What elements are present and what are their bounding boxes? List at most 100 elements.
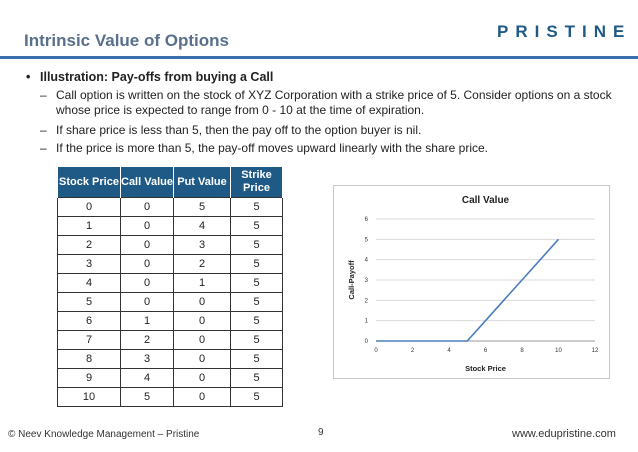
footer-website: www.edupristine.com: [512, 428, 616, 440]
table-cell: 0: [120, 254, 174, 274]
x-tick-label: 4: [447, 348, 451, 354]
table-cell: 5: [230, 292, 283, 312]
table-cell: 8: [57, 349, 121, 369]
table-cell: 0: [173, 387, 231, 407]
table-cell: 10: [57, 387, 121, 407]
y-tick-label: 4: [365, 258, 369, 264]
dash-icon: –: [40, 88, 47, 102]
table-cell: 1: [120, 311, 174, 331]
title-divider: [0, 56, 638, 59]
page-number: 9: [318, 427, 324, 438]
y-tick-label: 2: [365, 298, 369, 304]
header-call-value: Call Value: [120, 167, 174, 198]
y-tick-label: 6: [365, 217, 369, 223]
x-tick-label: 12: [592, 348, 599, 354]
table-cell: 0: [173, 330, 231, 350]
x-axis-label: Stock Price: [465, 364, 506, 373]
call-value-chart: Call Value 0 1 2 3 4 5 6 0 2 4 6 8 10 12 Stock Price Cal…: [333, 185, 610, 379]
bullet-heading: • Illustration: Pay-offs from buying a Ca…: [26, 70, 273, 84]
sub-bullet-2: – If share price is less than 5, then th…: [40, 123, 628, 138]
y-axis-label: Call-Payoff: [347, 260, 356, 300]
dash-icon: –: [40, 141, 47, 155]
table-cell: 0: [173, 368, 231, 388]
header-strike-price: Strike Price: [230, 167, 283, 198]
x-tick-label: 8: [520, 348, 524, 354]
table-cell: 5: [230, 273, 283, 293]
table-cell: 5: [230, 197, 283, 217]
table-cell: 5: [120, 387, 174, 407]
table-cell: 0: [120, 273, 174, 293]
call-value-line: [376, 238, 560, 342]
y-tick-label: 3: [365, 278, 369, 284]
table-cell: 2: [120, 330, 174, 350]
table-cell: 9: [57, 368, 121, 388]
table-cell: 1: [173, 273, 231, 293]
table-cell: 5: [230, 235, 283, 255]
table-row: 10 5 0 5: [57, 387, 283, 407]
table-cell: 5: [230, 311, 283, 331]
table-cell: 5: [230, 330, 283, 350]
slide-title: Intrinsic Value of Options: [24, 31, 229, 50]
table-cell: 5: [230, 216, 283, 236]
y-tick-label: 5: [365, 237, 369, 243]
header-stock-price: Stock Price: [57, 167, 121, 198]
x-tick-label: 10: [555, 348, 562, 354]
table-cell: 0: [173, 292, 231, 312]
x-tick-label: 6: [484, 348, 488, 354]
sub-bullet-3: – If the price is more than 5, the pay-o…: [40, 141, 628, 156]
table-cell: 5: [230, 349, 283, 369]
table-cell: 5: [230, 368, 283, 388]
table-cell: 1: [57, 216, 121, 236]
chart-title: Call Value: [462, 195, 510, 206]
sub-bullet-text: Call option is written on the stock of X…: [56, 88, 612, 117]
table-cell: 6: [57, 311, 121, 331]
table-cell: 0: [120, 235, 174, 255]
table-cell: 0: [120, 197, 174, 217]
y-tick-label: 0: [365, 339, 369, 345]
footer-copyright: © Neev Knowledge Management – Pristine: [8, 429, 200, 440]
y-tick-label: 1: [365, 319, 369, 325]
table-cell: 2: [57, 235, 121, 255]
table-header-row: Stock Price Call Value Put Value Strike …: [57, 167, 283, 198]
table-cell: 4: [120, 368, 174, 388]
table-cell: 0: [120, 216, 174, 236]
x-tick-label: 2: [411, 348, 415, 354]
table-cell: 0: [120, 292, 174, 312]
table-cell: 0: [173, 311, 231, 331]
dash-icon: –: [40, 123, 47, 137]
table-cell: 2: [173, 254, 231, 274]
table-cell: 5: [230, 254, 283, 274]
table-cell: 3: [120, 349, 174, 369]
x-tick-label: 0: [374, 348, 378, 354]
sub-bullet-1: – Call option is written on the stock of…: [40, 88, 628, 118]
table-cell: 3: [173, 235, 231, 255]
table-cell: 7: [57, 330, 121, 350]
sub-bullet-text: If share price is less than 5, then the …: [56, 123, 422, 137]
bullet-dot-icon: •: [26, 70, 31, 84]
table-cell: 5: [173, 197, 231, 217]
header-put-value: Put Value: [173, 167, 231, 198]
table-cell: 4: [57, 273, 121, 293]
table-cell: 3: [57, 254, 121, 274]
bullet-heading-text: Illustration: Pay-offs from buying a Cal…: [40, 70, 274, 84]
table-cell: 4: [173, 216, 231, 236]
payoff-table: Stock Price Call Value Put Value Strike …: [57, 167, 283, 407]
table-cell: 5: [57, 292, 121, 312]
table-cell: 5: [230, 387, 283, 407]
sub-bullet-text: If the price is more than 5, the pay-off…: [56, 141, 488, 155]
table-cell: 0: [57, 197, 121, 217]
table-cell: 0: [173, 349, 231, 369]
pristine-logo: PRISTINE: [497, 22, 632, 41]
